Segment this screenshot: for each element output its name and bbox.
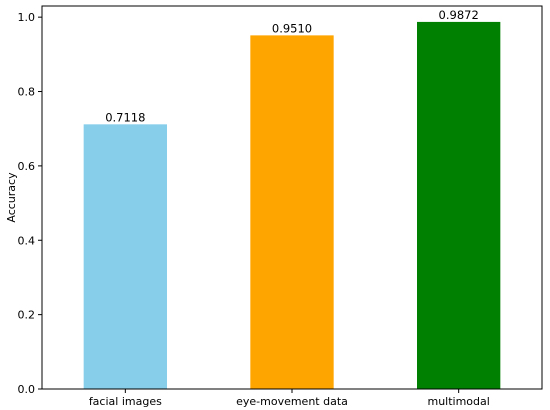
y-tick-label: 0.8 (18, 86, 36, 99)
bar-value-label: 0.7118 (105, 110, 145, 124)
y-tick-label: 0.0 (18, 383, 36, 396)
bar-value-label: 0.9872 (439, 8, 479, 22)
y-tick-label: 1.0 (18, 11, 36, 24)
bars: 0.7118 0.9510 0.9872 (83, 8, 501, 390)
y-tick-label: 0.2 (18, 309, 36, 322)
bar-facial-images (83, 124, 167, 389)
x-axis-ticks: facial images eye-movement data multimodal (89, 389, 490, 408)
x-tick-label: facial images (89, 395, 162, 408)
y-axis-ticks: 0.0 0.2 0.4 0.6 0.8 1.0 (18, 11, 42, 396)
x-tick-label: eye-movement data (236, 395, 348, 408)
plot-frame (41, 5, 543, 390)
x-tick-label: multimodal (427, 395, 489, 408)
bar-multimodal (417, 21, 501, 390)
bar-value-label: 0.9510 (272, 21, 312, 35)
y-tick-label: 0.6 (18, 160, 36, 173)
y-axis-label: Accuracy (5, 172, 18, 223)
y-tick-label: 0.4 (18, 234, 36, 247)
bar-eye-movement-data (250, 35, 334, 389)
